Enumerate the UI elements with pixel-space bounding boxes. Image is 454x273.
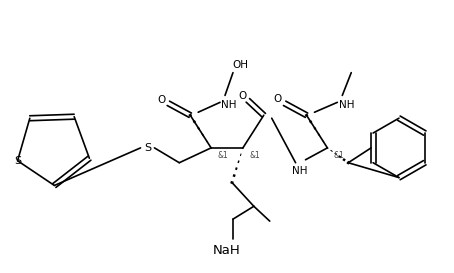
Text: S: S — [144, 143, 151, 153]
Text: O: O — [157, 95, 166, 105]
Text: NH: NH — [221, 100, 237, 110]
Text: S: S — [14, 156, 21, 166]
Text: &1: &1 — [217, 151, 228, 160]
Text: O: O — [274, 94, 282, 104]
Text: NH: NH — [292, 166, 307, 176]
Text: &1: &1 — [334, 151, 345, 160]
Text: NH: NH — [339, 100, 354, 110]
Text: O: O — [239, 91, 247, 101]
Text: OH: OH — [232, 60, 248, 70]
Text: NaH: NaH — [213, 244, 241, 257]
Text: &1: &1 — [249, 151, 260, 160]
